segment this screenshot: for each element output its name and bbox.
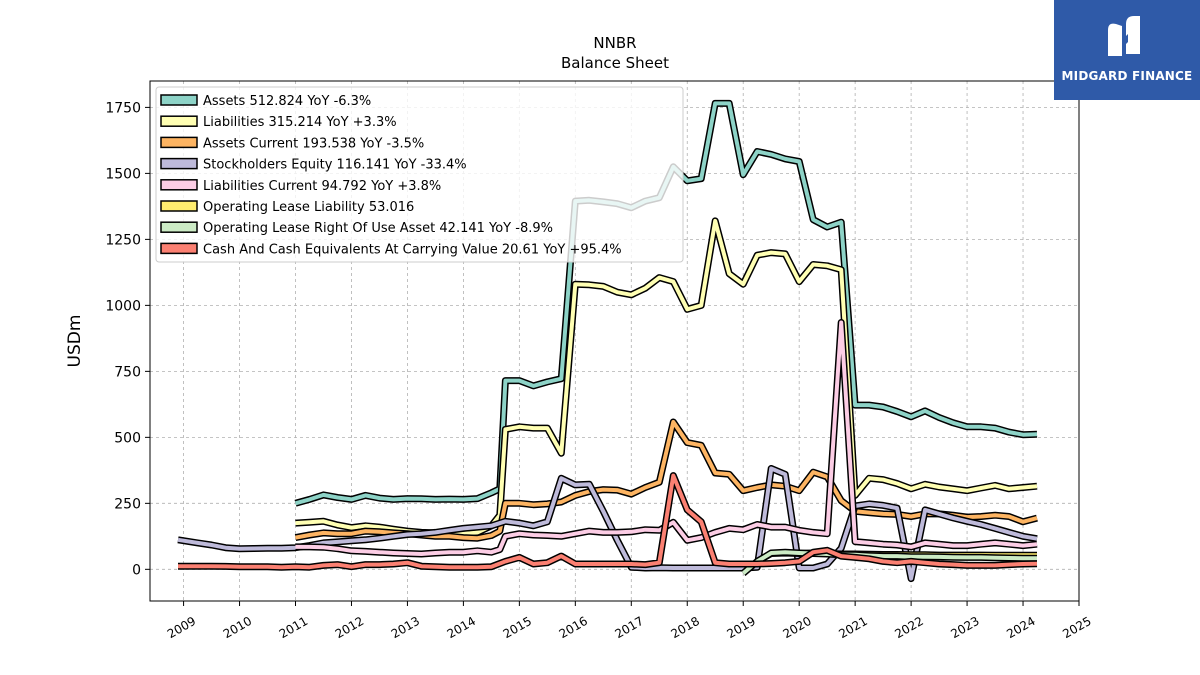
series-line (741, 550, 1037, 575)
legend-label: Operating Lease Liability 53.016 (203, 200, 414, 215)
legend-item: Assets 512.824 YoY -6.3% (160, 94, 371, 109)
x-tick-label: 2016 (557, 614, 590, 641)
legend-swatch (160, 221, 198, 233)
x-tick-label: 2018 (669, 614, 702, 641)
legend-item: Operating Lease Liability 53.016 (160, 200, 414, 215)
legend-swatch (160, 115, 198, 127)
x-tick-label: 2025 (1060, 614, 1093, 641)
x-tick-label: 2009 (165, 614, 198, 641)
series-line-outline (295, 217, 1038, 538)
legend-label: Assets Current 193.538 YoY -3.5% (203, 136, 424, 151)
legend-item: Assets Current 193.538 YoY -3.5% (160, 136, 424, 151)
chart-subtitle: Balance Sheet (561, 54, 669, 72)
y-tick-label: 0 (132, 562, 141, 578)
y-tick-label: 1500 (105, 166, 141, 182)
legend-swatch (160, 200, 198, 212)
legend-label: Cash And Cash Equivalents At Carrying Va… (203, 242, 622, 257)
brand-mark-icon (1108, 16, 1140, 57)
x-tick-label: 2022 (892, 614, 925, 641)
legend-item: Operating Lease Right Of Use Asset 42.14… (160, 221, 553, 236)
x-tick-label: 2013 (389, 614, 422, 641)
y-tick-label: 1000 (105, 298, 141, 314)
legend-item: Stockholders Equity 116.141 YoY -33.4% (160, 157, 467, 173)
brand-logo: MIDGARD FINANCE (1054, 0, 1200, 100)
series-line (177, 466, 1038, 581)
series-line (178, 473, 1038, 570)
x-tick-label: 2021 (836, 614, 869, 641)
legend-label: Liabilities Current 94.792 YoY +3.8% (203, 179, 441, 194)
x-tick-label: 2014 (445, 614, 478, 641)
legend-label: Liabilities 315.214 YoY +3.3% (203, 115, 397, 130)
y-tick-label: 750 (114, 364, 141, 380)
legend-label: Stockholders Equity 116.141 YoY -33.4% (203, 158, 467, 173)
y-axis-label: USDm (65, 315, 85, 368)
legend-label: Assets 512.824 YoY -6.3% (203, 94, 371, 109)
brand-name: MIDGARD FINANCE (1061, 69, 1193, 83)
legend-swatch (160, 136, 198, 149)
series-7 (178, 472, 1038, 571)
x-tick-label: 2019 (724, 614, 757, 641)
series-line (295, 320, 1038, 556)
x-tick-label: 2011 (277, 614, 310, 641)
x-tick-label: 2020 (780, 614, 813, 641)
series-3 (177, 465, 1038, 583)
x-tick-label: 2017 (613, 614, 646, 641)
x-tick-label: 2024 (1004, 614, 1037, 641)
legend-item: Liabilities 315.214 YoY +3.3% (160, 115, 397, 130)
y-tick-label: 500 (114, 430, 141, 446)
legend-box (155, 86, 684, 263)
legend-swatch (160, 94, 198, 106)
y-tick-label: 250 (114, 496, 141, 512)
legend-swatch (160, 157, 198, 170)
legend-swatch (160, 242, 198, 255)
y-tick-label: 1750 (105, 100, 141, 116)
plot-frame (149, 80, 1080, 602)
x-tick-label: 2010 (221, 614, 254, 641)
series-6 (740, 548, 1037, 576)
legend-item: Cash And Cash Equivalents At Carrying Va… (160, 242, 622, 257)
legend-label: Operating Lease Right Of Use Asset 42.14… (203, 221, 553, 236)
x-tick-label: 2012 (333, 614, 366, 641)
y-tick-label: 1250 (105, 232, 141, 248)
legend-item: Liabilities Current 94.792 YoY +3.8% (160, 179, 441, 194)
x-tick-label: 2023 (948, 614, 981, 641)
legend-swatch (160, 179, 198, 191)
x-tick-label: 2015 (501, 614, 534, 641)
series-4 (295, 319, 1038, 558)
chart-title: NNBR (593, 34, 636, 52)
legend: Assets 512.824 YoY -6.3% Liabilities 315.… (155, 86, 684, 263)
series-1 (295, 217, 1038, 538)
